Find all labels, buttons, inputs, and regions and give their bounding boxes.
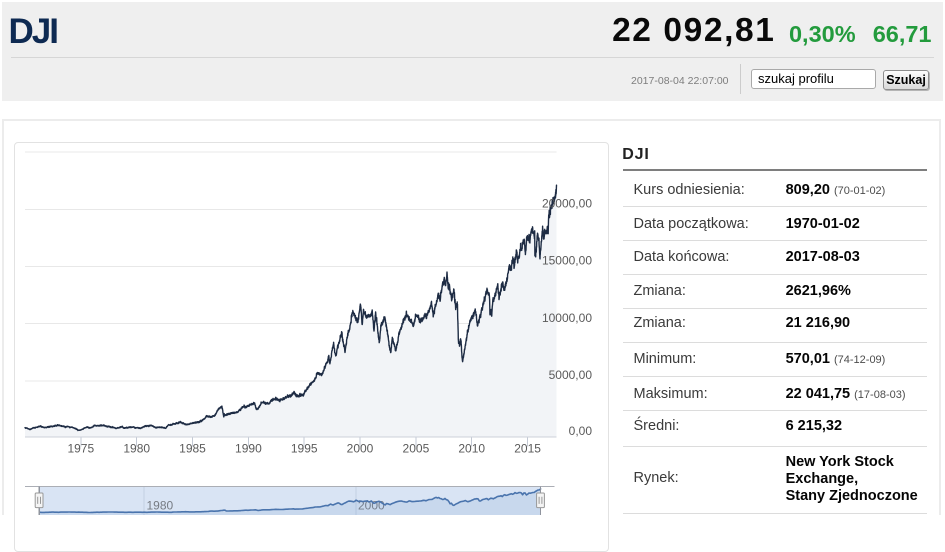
svg-text:1975: 1975 xyxy=(67,442,94,456)
svg-text:1985: 1985 xyxy=(179,442,206,456)
svg-text:1990: 1990 xyxy=(235,442,262,456)
svg-text:0,00: 0,00 xyxy=(569,424,593,438)
svg-text:15000,00: 15000,00 xyxy=(542,254,592,268)
svg-text:2005: 2005 xyxy=(403,442,430,456)
svg-text:10000,00: 10000,00 xyxy=(542,311,592,325)
svg-text:1995: 1995 xyxy=(291,442,318,456)
svg-text:1980: 1980 xyxy=(123,442,150,456)
svg-text:20000,00: 20000,00 xyxy=(542,196,592,210)
svg-text:2000: 2000 xyxy=(347,442,374,456)
svg-text:2015: 2015 xyxy=(514,442,541,456)
svg-text:5000,00: 5000,00 xyxy=(549,368,593,382)
svg-text:2010: 2010 xyxy=(458,442,485,456)
svg-text:1980: 1980 xyxy=(147,499,174,513)
